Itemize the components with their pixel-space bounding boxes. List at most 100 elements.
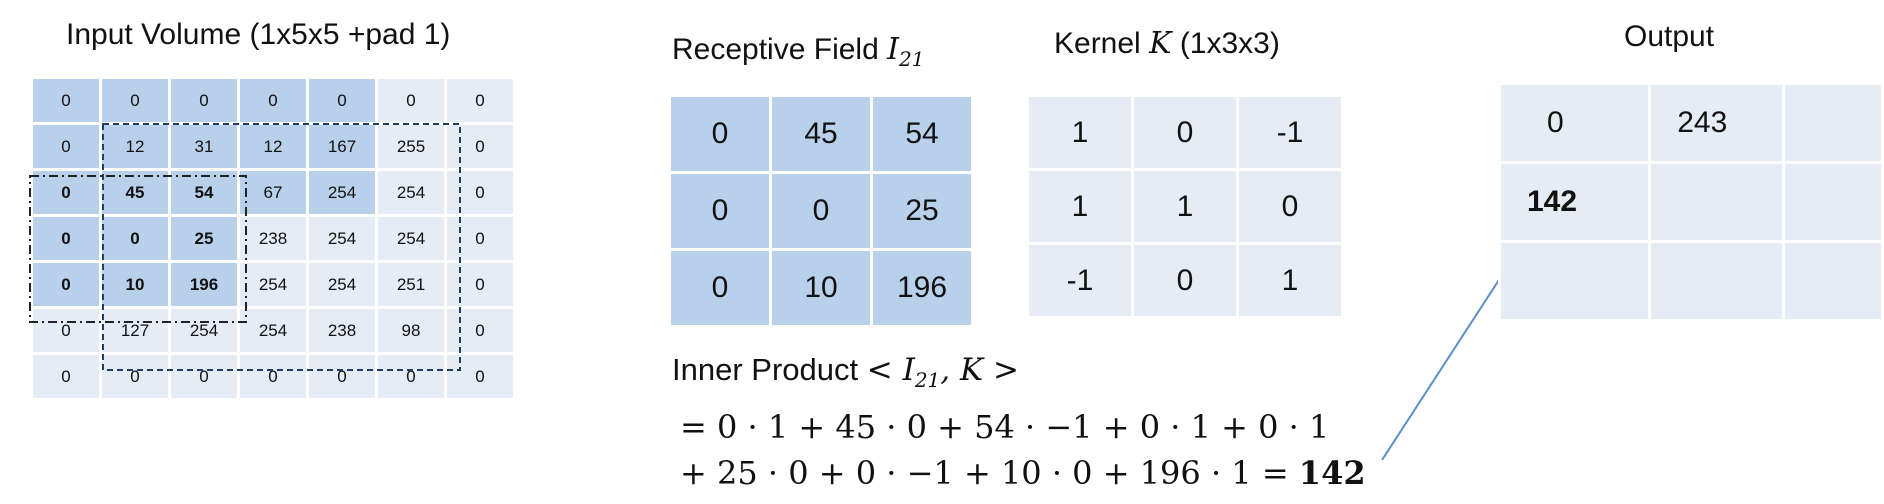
output-cell bbox=[1648, 161, 1785, 243]
input-volume-cell: 167 bbox=[306, 122, 378, 171]
kernel-cell: 0 bbox=[1131, 242, 1239, 319]
input-volume-cell: 0 bbox=[168, 352, 240, 401]
input-volume-cell: 0 bbox=[30, 306, 102, 355]
input-volume-cell: 67 bbox=[237, 168, 309, 217]
receptive-field-cell: 25 bbox=[870, 171, 974, 251]
input-volume-cell: 0 bbox=[444, 352, 516, 401]
input-volume-cell: 0 bbox=[444, 76, 516, 125]
input-volume-cell: 254 bbox=[168, 306, 240, 355]
input-volume-cell: 0 bbox=[237, 76, 309, 125]
output-row: 0 243 bbox=[1497, 82, 1884, 164]
input-volume-row: 0 10 196 254 254 251 0 bbox=[30, 260, 516, 309]
input-volume-row: 0 0 25 238 254 254 0 bbox=[30, 214, 516, 263]
receptive-field-cell: 0 bbox=[668, 248, 772, 328]
receptive-field-row: 0 0 25 bbox=[668, 171, 974, 251]
kernel-cell: 1 bbox=[1131, 168, 1239, 245]
equation-line-1: = 0 · 1 + 45 · 0 + 54 · −1 + 0 · 1 + 0 ·… bbox=[680, 408, 1330, 446]
output-grid: 0 243 142 bbox=[1497, 82, 1884, 322]
input-volume-cell: 98 bbox=[375, 306, 447, 355]
input-volume-row: 0 12 31 12 167 255 0 bbox=[30, 122, 516, 171]
input-volume-cell: 12 bbox=[237, 122, 309, 171]
input-volume-cell: 25 bbox=[168, 214, 240, 263]
output-cell bbox=[1781, 82, 1884, 164]
input-volume-cell: 255 bbox=[375, 122, 447, 171]
input-volume-cell: 254 bbox=[237, 306, 309, 355]
receptive-field-cell: 0 bbox=[769, 171, 873, 251]
input-volume-cell: 0 bbox=[444, 168, 516, 217]
input-volume-cell: 254 bbox=[306, 260, 378, 309]
input-volume-cell: 10 bbox=[99, 260, 171, 309]
kernel-title: Kernel K (1x3x3) bbox=[1054, 26, 1280, 61]
window-outline-next bbox=[102, 123, 461, 371]
output-cell bbox=[1781, 161, 1884, 243]
input-volume-cell: 0 bbox=[99, 214, 171, 263]
output-cell bbox=[1648, 240, 1785, 322]
input-volume-cell: 0 bbox=[375, 76, 447, 125]
receptive-field-cell: 10 bbox=[769, 248, 873, 328]
input-volume-cell: 0 bbox=[99, 352, 171, 401]
output-cell: 243 bbox=[1648, 82, 1785, 164]
equation-result: 142 bbox=[1298, 454, 1366, 492]
input-volume-cell: 31 bbox=[168, 122, 240, 171]
kernel-cell: 1 bbox=[1026, 168, 1134, 245]
equation-line-2: + 25 · 0 + 0 · −1 + 10 · 0 + 196 · 1 = 1… bbox=[680, 454, 1366, 492]
input-volume-cell: 0 bbox=[444, 214, 516, 263]
input-volume-cell: 0 bbox=[375, 352, 447, 401]
input-volume-cell: 0 bbox=[306, 76, 378, 125]
input-volume-cell: 0 bbox=[444, 306, 516, 355]
input-volume-cell: 0 bbox=[30, 122, 102, 171]
output-title: Output bbox=[1624, 20, 1715, 53]
window-outline-i21 bbox=[29, 175, 247, 323]
inner-product-title: Inner Product < I21, K > bbox=[672, 352, 1019, 392]
input-volume-cell: 196 bbox=[168, 260, 240, 309]
kernel-row: -1 0 1 bbox=[1026, 242, 1344, 319]
output-row: 142 bbox=[1497, 161, 1884, 243]
input-volume-cell: 254 bbox=[306, 214, 378, 263]
input-volume-cell: 0 bbox=[30, 76, 102, 125]
input-volume-cell: 127 bbox=[99, 306, 171, 355]
input-volume-cell: 0 bbox=[237, 352, 309, 401]
receptive-field-row: 0 10 196 bbox=[668, 248, 974, 328]
kernel-grid: 1 0 -1 1 1 0 -1 0 1 bbox=[1026, 94, 1344, 319]
input-volume-cell: 0 bbox=[444, 122, 516, 171]
input-volume-cell: 0 bbox=[306, 352, 378, 401]
receptive-field-grid: 0 45 54 0 0 25 0 10 196 bbox=[668, 94, 974, 328]
receptive-field-cell: 45 bbox=[769, 94, 873, 174]
receptive-field-cell: 54 bbox=[870, 94, 974, 174]
input-volume-cell: 254 bbox=[375, 168, 447, 217]
output-cell bbox=[1497, 240, 1652, 322]
receptive-field-row: 0 45 54 bbox=[668, 94, 974, 174]
input-volume-title: Input Volume (1x5x5 +pad 1) bbox=[66, 18, 451, 51]
input-volume-cell: 254 bbox=[237, 260, 309, 309]
output-cell bbox=[1781, 240, 1884, 322]
kernel-cell: 1 bbox=[1026, 94, 1134, 171]
output-row bbox=[1497, 240, 1884, 322]
input-volume-row: 0 45 54 67 254 254 0 bbox=[30, 168, 516, 217]
input-volume-cell: 251 bbox=[375, 260, 447, 309]
input-volume-grid: 0 0 0 0 0 0 0 0 12 31 12 167 255 0 0 45 54 67 254 254 0 0 0 25 2… bbox=[30, 76, 516, 401]
input-volume-cell: 254 bbox=[306, 168, 378, 217]
input-volume-cell: 0 bbox=[30, 260, 102, 309]
input-volume-cell: 0 bbox=[30, 352, 102, 401]
kernel-cell: 0 bbox=[1236, 168, 1344, 245]
receptive-field-cell: 0 bbox=[668, 171, 772, 251]
input-volume-cell: 254 bbox=[375, 214, 447, 263]
output-cell: 142 bbox=[1497, 161, 1652, 243]
input-volume-cell: 0 bbox=[168, 76, 240, 125]
input-volume-cell: 238 bbox=[306, 306, 378, 355]
receptive-field-title: Receptive Field I21 bbox=[672, 32, 925, 71]
input-volume-cell: 238 bbox=[237, 214, 309, 263]
receptive-field-cell: 196 bbox=[870, 248, 974, 328]
input-volume-cell: 12 bbox=[99, 122, 171, 171]
kernel-cell: -1 bbox=[1236, 94, 1344, 171]
kernel-cell: 1 bbox=[1236, 242, 1344, 319]
output-cell: 0 bbox=[1497, 82, 1652, 164]
input-volume-cell: 0 bbox=[30, 214, 102, 263]
kernel-cell: -1 bbox=[1026, 242, 1134, 319]
input-volume-row: 0 127 254 254 238 98 0 bbox=[30, 306, 516, 355]
kernel-row: 1 0 -1 bbox=[1026, 94, 1344, 171]
input-volume-cell: 0 bbox=[99, 76, 171, 125]
